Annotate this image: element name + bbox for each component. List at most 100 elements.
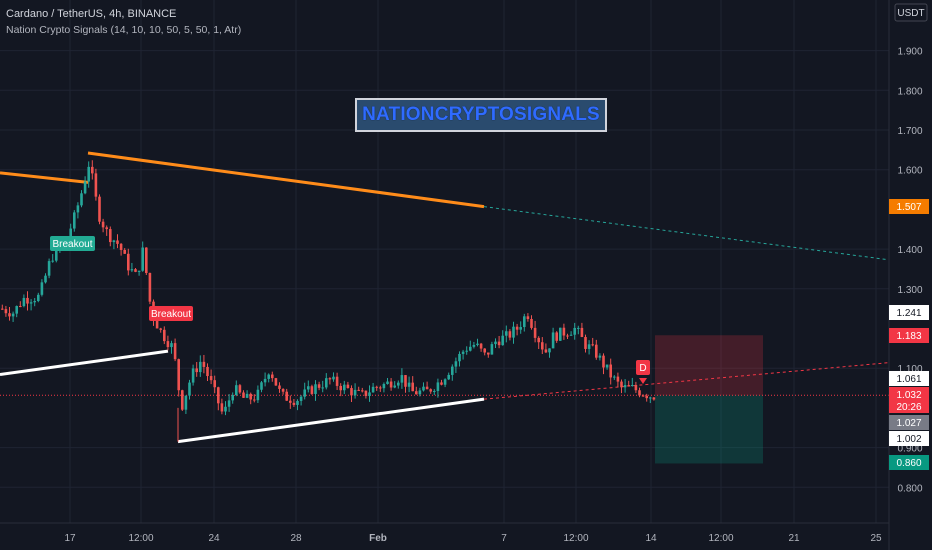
candle-body: [73, 212, 76, 229]
upper-resistance-line: [87, 151, 485, 209]
candle-body: [512, 326, 515, 338]
x-tick-label: 14: [645, 533, 657, 544]
candle-body: [267, 374, 270, 379]
candle-body: [292, 402, 296, 405]
candle-body: [537, 337, 540, 343]
candle-body: [397, 382, 400, 386]
candle-body: [429, 389, 432, 392]
candle-body: [613, 376, 616, 378]
price-badge: [889, 387, 929, 413]
x-tick-label: 24: [208, 533, 220, 544]
stop-zone: [655, 335, 763, 396]
candle-body: [631, 385, 634, 387]
candle-body: [422, 386, 425, 391]
candle-body: [361, 390, 364, 392]
candle-body: [544, 349, 548, 353]
candle-body: [382, 383, 386, 389]
candle-body: [483, 348, 486, 353]
candle-body: [15, 306, 18, 314]
candle-body: [389, 381, 393, 388]
candle-body: [112, 240, 116, 243]
candle-body: [116, 240, 119, 244]
candle-body: [199, 361, 202, 373]
x-tick-label: 7: [501, 533, 507, 544]
candle-body: [555, 332, 558, 341]
candle-body: [307, 386, 310, 390]
candle-body: [227, 400, 231, 407]
candle-body: [91, 166, 94, 174]
candle-body: [627, 385, 630, 387]
candle-body: [418, 390, 422, 395]
candle-body: [595, 344, 598, 358]
candle-body: [494, 341, 497, 345]
candle-body: [123, 249, 126, 254]
price-badge-label: 1.183: [896, 331, 921, 342]
candle-body: [173, 343, 177, 360]
candle-body: [447, 374, 450, 380]
candle-body: [328, 378, 332, 380]
price-badge-label: 1.002: [896, 434, 921, 445]
candle-body: [163, 329, 166, 342]
candle-body: [83, 181, 87, 194]
time-axis[interactable]: 17 12:00 24 28 Feb 7 12:00 14 12:00 21 25: [0, 522, 889, 544]
candle-body: [620, 381, 623, 388]
bullish-breakout-label-bg: [50, 236, 95, 251]
candle-body: [26, 297, 29, 304]
candle-body: [562, 327, 566, 336]
candle-body: [645, 395, 648, 399]
price-badge: [889, 415, 929, 430]
candle-body: [155, 320, 159, 329]
price-badge: [889, 431, 929, 446]
price-axis[interactable]: USDT 1.900 1.800 1.700 1.600 1.400 1.300 1.100 0…: [888, 0, 929, 550]
candle-body: [94, 173, 98, 197]
candle-body: [573, 327, 576, 335]
candle-body: [605, 364, 609, 368]
price-badge-label: 1.507: [896, 202, 921, 213]
candle-body: [580, 327, 584, 338]
candle-body: [202, 361, 206, 367]
y-tick-label: 0.800: [897, 483, 922, 494]
candle-body: [4, 309, 8, 314]
price-badge-label: 1.027: [896, 418, 921, 429]
candle-body: [649, 397, 652, 399]
candle-body: [285, 391, 288, 401]
candle-body: [454, 361, 458, 367]
candle-body: [195, 368, 198, 373]
price-badge-countdown: 20:26: [896, 402, 921, 413]
price-badge: [889, 199, 929, 214]
candle-body: [289, 400, 292, 403]
signal-labels: Breakout Breakout D: [50, 236, 650, 384]
candle-body: [296, 400, 299, 405]
candle-body: [141, 247, 144, 271]
candle-body: [641, 395, 645, 397]
candle-body: [425, 386, 429, 390]
bearish-breakout-label: Breakout: [149, 306, 193, 321]
candle-body: [69, 228, 72, 237]
price-badge-label: 1.032: [896, 390, 921, 401]
candle-body: [364, 390, 368, 396]
x-tick-label: 12:00: [128, 533, 153, 544]
candle-body: [476, 343, 479, 345]
candle-body: [29, 302, 33, 304]
target-zone: [655, 395, 763, 464]
candle-body: [145, 247, 148, 273]
y-tick-label: 1.100: [897, 364, 922, 375]
candle-body: [415, 391, 418, 395]
price-badge-label: 0.860: [896, 458, 921, 469]
bearish-breakout-label-bg: [149, 306, 193, 321]
resistance-extension-line: [483, 206, 890, 261]
candle-body: [170, 343, 173, 348]
candle-body: [350, 388, 353, 396]
candle-body: [440, 382, 443, 385]
candle-body: [235, 385, 238, 396]
candle-body: [353, 389, 357, 396]
candle-body: [400, 375, 404, 383]
candle-body: [559, 327, 562, 341]
candle-body: [1, 308, 4, 310]
price-badge-label: 1.241: [896, 308, 921, 319]
y-tick-label: 1.900: [897, 47, 922, 58]
y-tick-label: 0.900: [897, 444, 922, 455]
candle-body: [515, 326, 519, 330]
support-extension-line: [483, 362, 890, 400]
